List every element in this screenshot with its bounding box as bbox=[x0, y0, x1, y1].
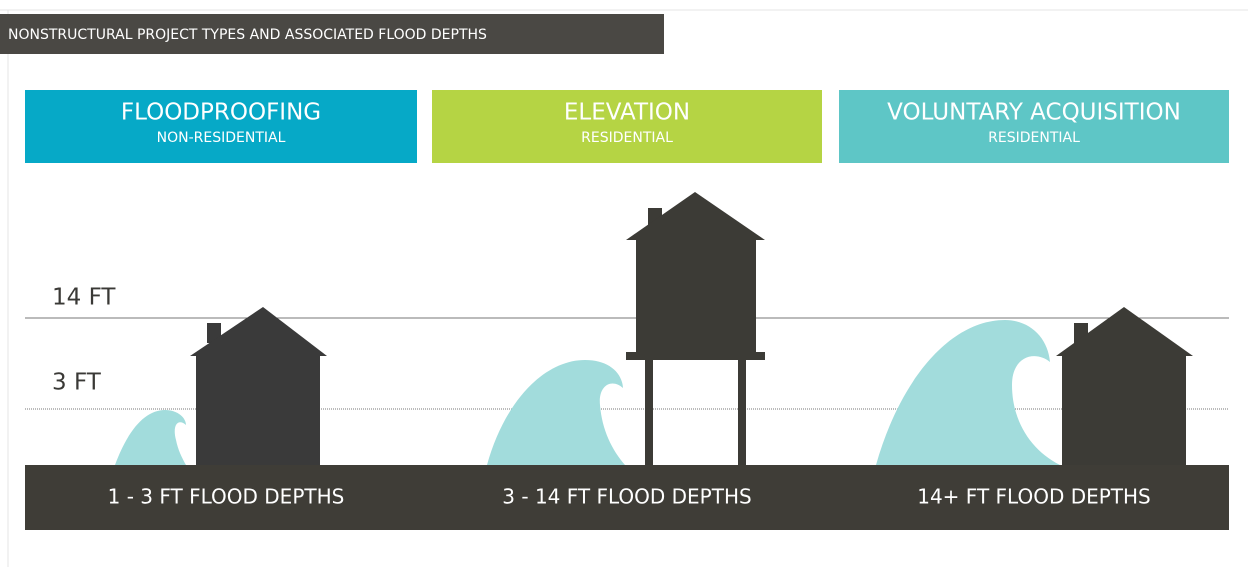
ground-band bbox=[25, 465, 1229, 530]
category-subtitle: RESIDENTIAL bbox=[581, 130, 673, 146]
category-box bbox=[839, 90, 1229, 163]
depth-label: 1 - 3 FT FLOOD DEPTHS bbox=[108, 485, 345, 509]
wave bbox=[487, 360, 625, 465]
elevated-house bbox=[626, 192, 765, 466]
category-box bbox=[25, 90, 417, 163]
category-title: ELEVATION bbox=[564, 100, 690, 126]
category-box bbox=[432, 90, 822, 163]
depth-label: 3 - 14 FT FLOOD DEPTHS bbox=[502, 485, 751, 509]
header-bar bbox=[0, 14, 664, 54]
category-subtitle: RESIDENTIAL bbox=[988, 130, 1080, 146]
house bbox=[190, 307, 327, 466]
wave bbox=[115, 410, 186, 465]
house bbox=[1056, 307, 1193, 466]
level-label: 14 FT bbox=[52, 285, 116, 311]
level-label: 3 FT bbox=[52, 370, 102, 396]
category-title: VOLUNTARY ACQUISITION bbox=[887, 100, 1181, 126]
category-title: FLOODPROOFING bbox=[121, 100, 321, 126]
category-subtitle: NON-RESIDENTIAL bbox=[157, 130, 286, 146]
header-title: NONSTRUCTURAL PROJECT TYPES AND ASSOCIAT… bbox=[8, 27, 487, 43]
wave bbox=[876, 320, 1060, 465]
depth-label: 14+ FT FLOOD DEPTHS bbox=[917, 485, 1151, 509]
